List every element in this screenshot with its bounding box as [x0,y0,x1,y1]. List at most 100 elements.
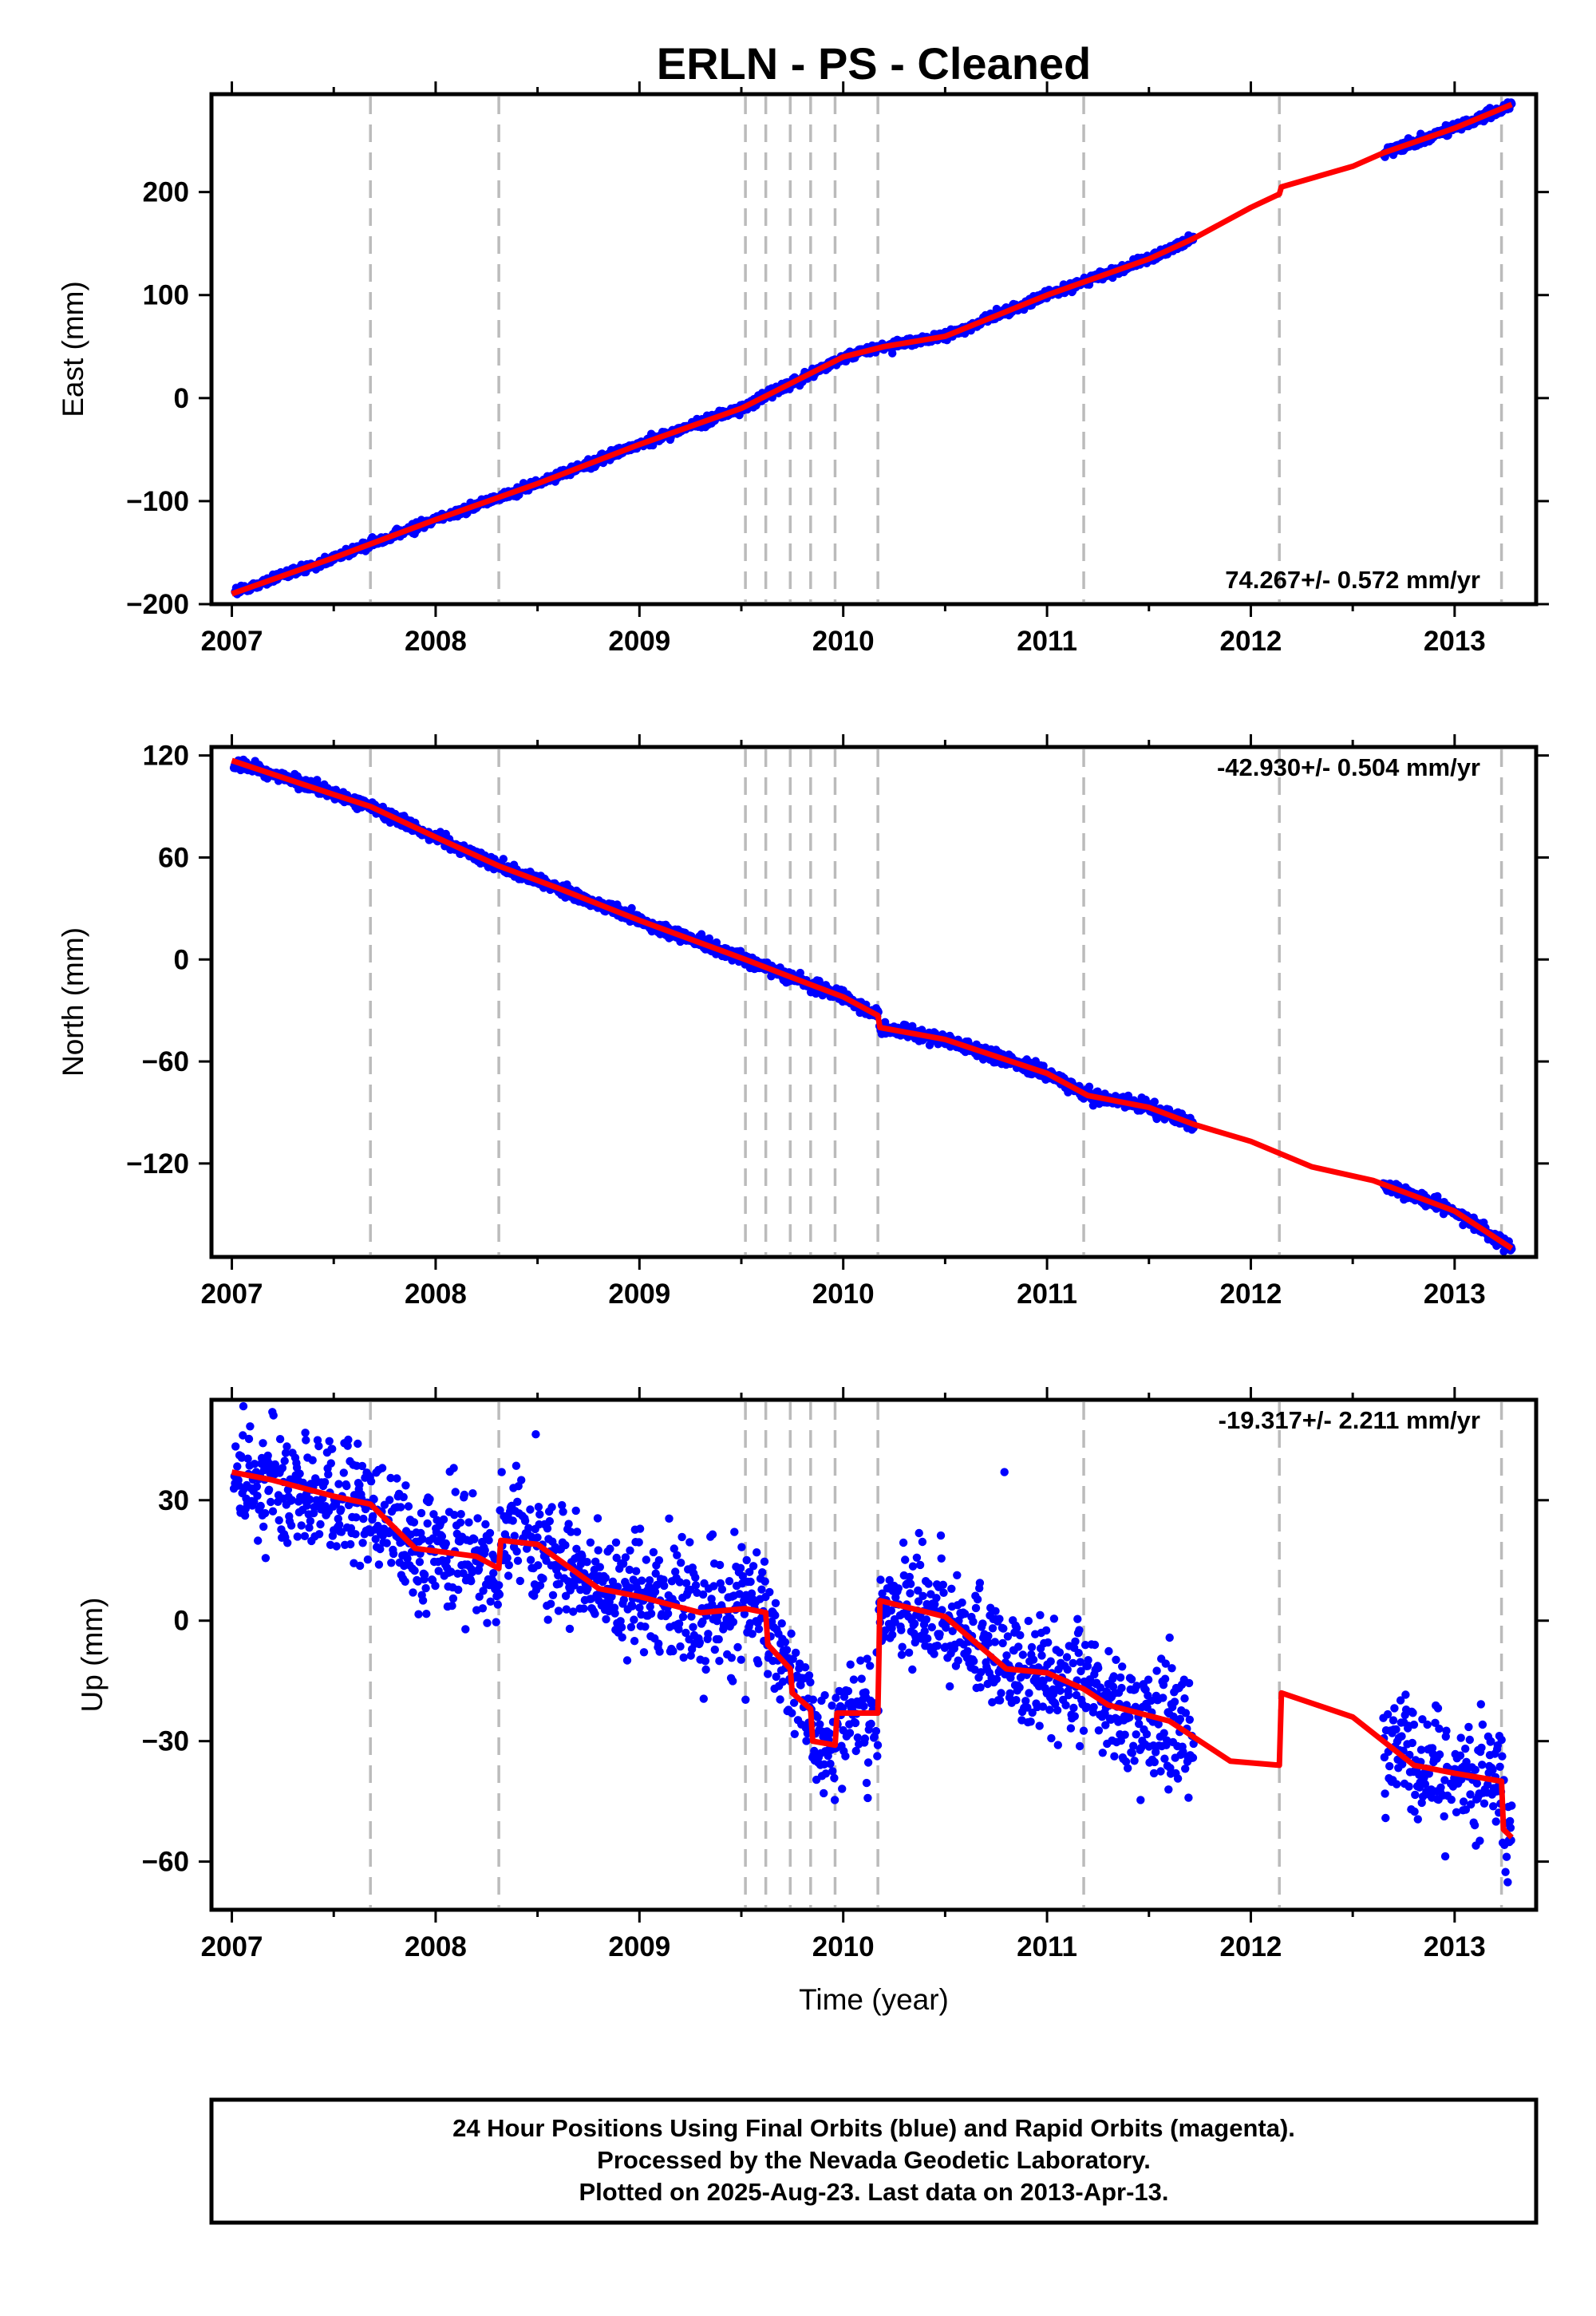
north-xtick-label: 2013 [1424,1279,1486,1310]
up-point [758,1568,767,1577]
up-point [846,1660,855,1669]
up-data-points [229,1401,1516,1887]
up-point [305,1524,314,1532]
up-point [570,1581,579,1590]
up-point [717,1585,727,1594]
up-point [646,1609,656,1618]
east-xtick-label: 2009 [608,626,670,657]
up-point [454,1585,463,1595]
up-point [342,1481,351,1491]
up-point [935,1630,944,1638]
up-point [737,1655,745,1664]
up-point [495,1590,504,1599]
up-point [953,1571,962,1580]
up-point [351,1530,360,1539]
up-point [788,1709,796,1717]
up-point [708,1530,717,1539]
north-point [499,855,508,864]
up-point [824,1752,832,1761]
up-point [572,1528,582,1536]
up-point [897,1626,906,1634]
up-point [651,1569,660,1578]
up-point [780,1638,790,1646]
up-point [704,1630,713,1638]
up-point [583,1584,592,1593]
up-point [826,1759,835,1769]
up-point [437,1531,447,1541]
up-point [918,1537,927,1547]
up-point [354,1439,362,1448]
up-point [456,1518,465,1528]
up-point [606,1544,614,1553]
up-point [820,1788,828,1798]
up-point [626,1583,635,1592]
up-point [937,1554,946,1563]
up-point [946,1682,954,1691]
up-point [468,1489,477,1498]
up-point [343,1441,352,1450]
up-panel: 2007 2008 2009 2010 2011 2012 2013−60−30030Up … [76,1387,1549,1962]
up-point [513,1497,522,1507]
up-point [698,1590,708,1599]
east-ytick-label: 200 [143,177,189,208]
up-point [654,1639,663,1648]
up-point [414,1610,423,1618]
up-point [663,1609,673,1618]
up-point [681,1628,690,1638]
up-point [708,1600,717,1609]
east-xtick-label: 2012 [1220,626,1282,657]
up-point [382,1539,391,1547]
up-point [828,1767,837,1776]
east-xtick-label: 2008 [405,626,467,657]
up-point [548,1591,558,1600]
up-point [489,1569,498,1578]
up-point [729,1618,738,1626]
up-point [586,1538,595,1547]
up-point [622,1656,632,1665]
up-point [475,1592,484,1601]
up-point [496,1506,504,1515]
up-point [729,1677,737,1686]
up-point [460,1490,469,1500]
north-xtick-label: 2011 [1017,1279,1077,1310]
up-point [448,1594,458,1603]
up-point [885,1575,894,1585]
north-frame [209,745,1539,1259]
north-xtick-label: 2010 [812,1279,875,1310]
up-point [733,1642,742,1652]
up-point [355,1480,364,1489]
up-point [867,1719,875,1729]
up-point [888,1630,897,1639]
up-point [771,1599,780,1608]
up-point [918,1591,927,1601]
up-point [992,1674,1001,1684]
up-point [746,1577,755,1587]
up-point [616,1617,625,1626]
up-point [576,1585,585,1595]
up-point [583,1558,591,1567]
up-point [504,1571,513,1580]
up-point [960,1609,970,1618]
up-point [442,1556,451,1566]
north-ytick-label: −120 [126,1148,189,1180]
up-point [808,1695,818,1704]
north-panel: 2007 2008 2009 2010 2011 2012 2013−120−6006012… [57,734,1549,1310]
up-point [555,1579,563,1588]
up-point [539,1574,547,1583]
up-point [650,1587,660,1596]
up-point [939,1588,948,1598]
up-point [264,1485,274,1495]
up-point [461,1625,470,1634]
up-point [252,1482,261,1492]
up-point [451,1488,460,1496]
up-point [645,1576,654,1585]
up-point [594,1546,602,1555]
up-point [820,1691,829,1700]
up-point [673,1551,681,1559]
up-point [425,1495,434,1504]
up-point [421,1583,430,1593]
up-point [894,1584,903,1593]
up-point [851,1746,860,1756]
up-point [559,1508,567,1516]
up-point [792,1648,800,1658]
